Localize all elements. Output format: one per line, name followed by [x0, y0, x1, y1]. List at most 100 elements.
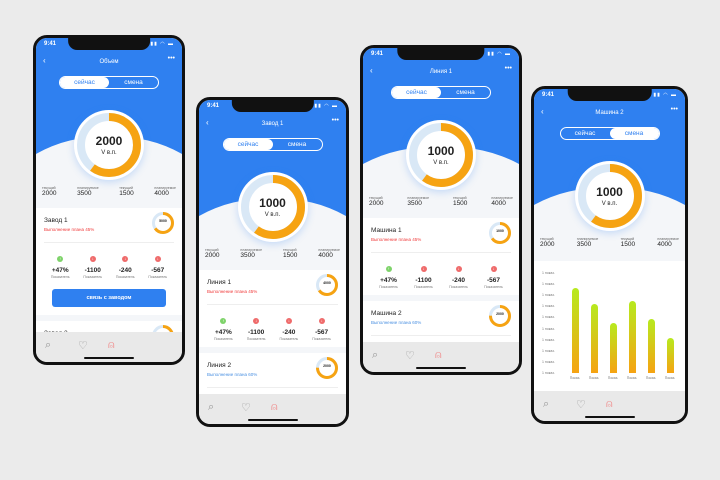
metric-value: -240 [451, 277, 465, 284]
search-icon[interactable]: ⌕ [372, 349, 379, 361]
tab-now[interactable]: сейчас [223, 139, 273, 150]
stat: текущий 1500 [621, 237, 635, 248]
gauge-unit: V в.п. [101, 150, 117, 156]
y-tick-label: 1 показ. [542, 348, 555, 353]
more-dots-icon[interactable]: ••• [504, 65, 512, 72]
tab-now[interactable]: сейчас [574, 130, 596, 137]
nav-bar: ‹ Объем ••• [36, 55, 182, 68]
tab-now[interactable]: сейчас [392, 87, 441, 98]
gauge-value: 1000 [427, 144, 455, 158]
metric-label: Показатель [115, 275, 135, 279]
unit-card[interactable]: Линия 2 Выполнение плана 60% 2000 ↑+47%По… [199, 353, 346, 394]
tab-shift[interactable]: смена [287, 141, 307, 148]
bottom-tab-bar: ⌕ ♡ ⍝ [363, 342, 519, 372]
heart-icon[interactable]: ♡ [576, 399, 586, 411]
main-gauge: 2000 V в.п. [74, 110, 144, 180]
stat-label: планируемое [491, 196, 513, 200]
progress-ring [316, 357, 338, 379]
bottom-tab-bar: ⌕ ♡ ⍝ [534, 391, 685, 421]
stat: планируемое 3500 [577, 237, 599, 248]
more-dots-icon[interactable]: ••• [167, 55, 175, 62]
stat-label: текущий [369, 196, 383, 200]
chevron-left-icon[interactable]: ‹ [206, 118, 209, 127]
card-title: Линия 1 [207, 279, 232, 286]
signal-wifi-battery-icon: ▮▮ ◠ ▬ [314, 103, 338, 109]
notch [68, 38, 150, 50]
tab-shift[interactable]: смена [124, 79, 143, 86]
chevron-left-icon[interactable]: ‹ [541, 107, 544, 116]
card-title: Машина 1 [371, 227, 402, 234]
metric-label: Показатель [214, 337, 233, 341]
arrow-down-icon: ↓ [89, 256, 96, 262]
search-icon[interactable]: ⌕ [45, 339, 52, 351]
chevron-left-icon[interactable]: ‹ [43, 56, 46, 65]
mini-gauge: 4000 [316, 274, 338, 296]
metric: ↓ -240 Показатель [109, 247, 142, 279]
metrics-row: ↑ +47% Показатель ↓ -1100 Показатель ↓ -240 Пока… [371, 252, 511, 289]
user-icon[interactable]: ⍝ [271, 401, 278, 413]
search-icon[interactable]: ⌕ [208, 401, 215, 413]
signal-wifi-battery-icon: ▮▮ ◠ ▬ [487, 51, 511, 57]
unit-card[interactable]: Машина 1 Выполнение плана 45% 1000 ↑ +47% П… [363, 218, 519, 295]
main-gauge: 1000 V в.п. [574, 161, 645, 231]
stat: текущий 2000 [42, 186, 56, 197]
plan-status: Выполнение плана 45% [207, 289, 258, 294]
tab-shift[interactable]: смена [456, 89, 475, 96]
stat: текущий 1500 [119, 186, 133, 197]
progress-ring [489, 305, 511, 327]
contact-factory-button[interactable]: связь с заводом [52, 289, 166, 307]
stat: планируемое 4000 [657, 237, 679, 248]
card-list: Машина 1 Выполнение плана 45% 1000 ↑ +47% П… [363, 218, 519, 342]
metric: ↑ +47%Показатель [44, 247, 77, 279]
metric-label: Показатель [50, 275, 70, 279]
tab-now[interactable]: сейчас [60, 77, 109, 88]
stat-label: планируемое [407, 196, 430, 200]
progress-ring [77, 113, 141, 177]
unit-card[interactable]: Завод 2 Выполнение плана 60% 2000 [36, 321, 182, 332]
x-tick-label: Показ. [626, 376, 638, 380]
nav-bar: ‹ Завод 1 ••• [199, 117, 346, 130]
unit-card[interactable]: Линия 1 Выполнение плана 45% 4000 ↑ +47% По… [199, 270, 346, 347]
stat-label: планируемое [657, 237, 679, 241]
metric-value: +47% [51, 267, 69, 274]
search-icon[interactable]: ⌕ [543, 398, 550, 410]
phone-screen: 9:41 ▮▮ ◠ ▬ ‹ Машина 2 ••• сейчас смена 1… [531, 86, 688, 424]
arrow-down-icon: ↓ [285, 318, 292, 324]
bottom-tab-bar: ⌕ ♡ ⍝ [199, 394, 346, 424]
heart-icon[interactable]: ♡ [405, 350, 415, 362]
page-title: Завод 1 [261, 121, 284, 127]
stat: планируемое 4000 [318, 248, 340, 259]
metric: ↓ -1100 Показатель [240, 309, 273, 341]
metric-value: -1100 [247, 329, 265, 336]
tab-shift[interactable]: смена [609, 128, 659, 139]
stat-value: 1500 [620, 241, 636, 248]
metric-value: -240 [118, 267, 132, 274]
stat-value: 3500 [240, 252, 255, 259]
user-icon[interactable]: ⍝ [606, 398, 613, 410]
unit-card[interactable]: Завод 1 Выполнение плана 45% 5000 ↑ +47% По… [36, 208, 182, 315]
bar-chart: 1 показ. 1 показ. 1 показ. 1 показ. 1 показ.… [534, 261, 685, 391]
segmented-control: сейчас смена [391, 86, 491, 99]
user-icon[interactable]: ⍝ [435, 349, 442, 361]
mini-gauge-value: 1000 [496, 229, 504, 233]
bar [610, 323, 617, 373]
chevron-left-icon[interactable]: ‹ [370, 66, 373, 75]
unit-card[interactable]: Машина 2 Выполнение плана 60% 2000 ↑+47%П… [363, 301, 519, 342]
mini-gauge: 2000 [489, 305, 511, 327]
more-dots-icon[interactable]: ••• [331, 117, 339, 124]
stat-label: планируемое [318, 248, 340, 252]
x-tick-label: Показ. [645, 376, 657, 380]
metric-value: -567 [486, 277, 500, 284]
main-gauge: 1000 V в.п. [406, 120, 476, 190]
heart-icon[interactable]: ♡ [241, 402, 251, 414]
stat-value: 3500 [407, 200, 422, 207]
gauge-unit: V в.п. [433, 160, 449, 166]
arrow-down-icon: ↓ [490, 266, 497, 272]
heart-icon[interactable]: ♡ [78, 340, 88, 352]
user-icon[interactable]: ⍝ [108, 339, 115, 351]
gauge-value: 2000 [95, 134, 123, 148]
progress-ring [577, 164, 642, 228]
more-dots-icon[interactable]: ••• [670, 106, 678, 113]
status-time: 9:41 [44, 41, 57, 47]
